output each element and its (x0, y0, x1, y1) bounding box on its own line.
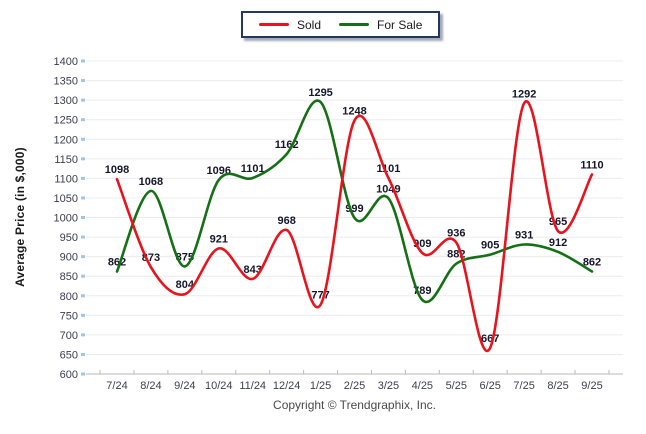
y-tick-label: 1150 (54, 154, 78, 166)
y-tick-label: 1250 (54, 115, 78, 127)
for-sale-line-swatch (339, 23, 370, 26)
y-tick-label: 700 (60, 330, 78, 342)
data-label: 804 (176, 279, 195, 291)
data-label: 936 (447, 228, 465, 240)
x-tick-label: 3/25 (378, 380, 399, 392)
x-tick-label: 8/24 (140, 380, 161, 392)
data-label: 921 (210, 233, 228, 245)
y-axis-title: Average Price (in $,000) (13, 147, 27, 287)
y-tick-label: 750 (60, 310, 78, 322)
data-label: 1110 (580, 159, 603, 171)
sold-line-swatch (259, 23, 289, 26)
y-tick-label: 850 (60, 271, 78, 283)
data-label: 1101 (241, 163, 265, 175)
data-label: 862 (583, 256, 601, 268)
y-tick-label: 600 (60, 369, 78, 381)
data-label: 1101 (376, 163, 400, 175)
data-label: 968 (277, 215, 295, 227)
x-tick-label: 6/25 (480, 380, 501, 392)
legend: Sold For Sale (241, 11, 441, 38)
data-label: 1248 (342, 105, 366, 117)
sold-line (115, 100, 594, 353)
y-tick-label: 1100 (54, 173, 78, 185)
y-tick-label: 800 (60, 291, 78, 303)
x-tick-label: 8/25 (547, 380, 568, 392)
data-label: 931 (515, 229, 533, 241)
data-label: 862 (108, 256, 126, 268)
data-label: 1295 (308, 87, 332, 99)
data-label: 667 (481, 333, 499, 345)
y-tick-label: 1300 (54, 95, 78, 107)
x-tick-label: 7/24 (106, 380, 127, 392)
legend-label-sold: Sold (297, 17, 322, 32)
x-tick-label: 4/25 (412, 380, 433, 392)
x-tick-label: 9/25 (581, 380, 602, 392)
y-tick-label: 1000 (54, 213, 78, 225)
y-tick-label: 650 (60, 349, 78, 361)
data-label: 1098 (105, 164, 129, 176)
data-label: 1292 (512, 88, 536, 100)
y-tick-label: 900 (60, 252, 78, 264)
y-tick-label: 1350 (54, 76, 78, 88)
legend-label-for-sale: For Sale (377, 17, 423, 32)
data-label: 905 (481, 240, 499, 252)
x-tick-label: 12/24 (273, 380, 301, 392)
x-tick-label: 2/25 (344, 380, 365, 392)
for-sale-line (115, 99, 594, 304)
x-tick-label: 9/24 (174, 380, 195, 392)
legend-item-sold: Sold (259, 18, 321, 32)
y-tick-label: 1200 (54, 134, 78, 146)
y-tick-label: 950 (60, 232, 78, 244)
x-tick-label: 1/25 (310, 380, 331, 392)
data-label: 912 (549, 237, 567, 249)
legend-item-for-sale: For Sale (339, 18, 422, 32)
data-label: 1049 (376, 183, 400, 195)
data-label: 777 (311, 290, 329, 302)
y-tick-label: 1050 (54, 193, 78, 205)
x-tick-label: 11/24 (239, 380, 266, 392)
x-tick-label: 10/24 (205, 380, 233, 392)
copyright-text: Copyright © Trendgraphix, Inc. (273, 398, 436, 412)
data-label: 1068 (139, 176, 163, 188)
x-tick-label: 7/25 (513, 380, 534, 392)
x-tick-label: 5/25 (446, 380, 467, 392)
y-tick-label: 1400 (54, 56, 78, 68)
